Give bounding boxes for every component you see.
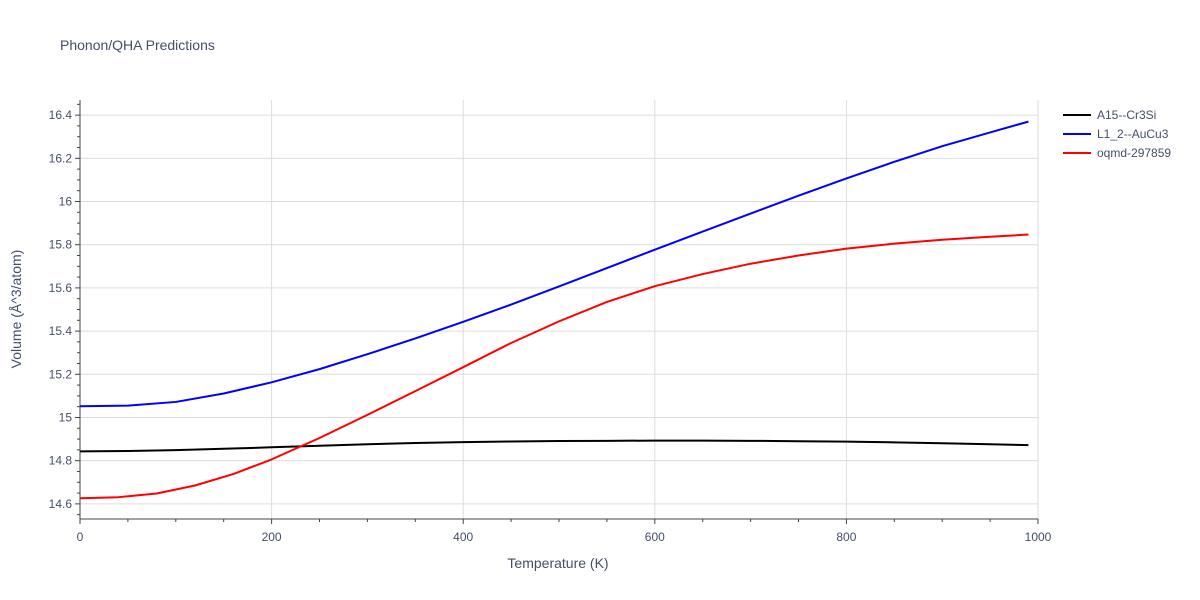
- x-tick-label: 800: [836, 530, 856, 544]
- y-axis-title: Volume (Å^3/atom): [8, 250, 24, 369]
- y-tick-label: 15.2: [49, 367, 73, 381]
- y-tick-label: 16: [59, 195, 73, 209]
- x-tick-label: 1000: [1025, 530, 1052, 544]
- axes: 0 200 400 600 800 1000 14.6 14.8 15 15.2 15.4 15.6 1…: [49, 100, 1052, 544]
- legend-item-0[interactable]: A15--Cr3Si: [1063, 108, 1156, 122]
- legend-label: oqmd-297859: [1097, 146, 1171, 160]
- x-tick-label: 400: [453, 530, 473, 544]
- x-tick-label: 200: [262, 530, 282, 544]
- series-line-0: [79, 439, 1029, 453]
- legend-label: L1_2--AuCu3: [1097, 127, 1169, 141]
- y-tick-label: 16.2: [49, 151, 73, 165]
- chart-title: Phonon/QHA Predictions: [60, 37, 215, 53]
- series-line-1: [79, 120, 1029, 408]
- y-tick-label: 15.4: [49, 324, 73, 338]
- grid-lines: [80, 100, 1039, 519]
- x-tick-label: 0: [77, 530, 84, 544]
- series-line-2: [79, 233, 1029, 500]
- y-tick-label: 15.6: [49, 281, 73, 295]
- y-tick-label: 14.6: [49, 497, 73, 511]
- y-tick-label: 14.8: [49, 454, 73, 468]
- legend-label: A15--Cr3Si: [1097, 108, 1156, 122]
- legend-item-1[interactable]: L1_2--AuCu3: [1063, 127, 1169, 141]
- y-tick-label: 16.4: [49, 108, 73, 122]
- x-tick-label: 600: [645, 530, 665, 544]
- x-axis-title: Temperature (K): [507, 555, 608, 571]
- y-tick-label: 15: [59, 410, 73, 424]
- legend-item-2[interactable]: oqmd-297859: [1063, 146, 1171, 160]
- y-tick-label: 15.8: [49, 238, 73, 252]
- legend[interactable]: A15--Cr3Si L1_2--AuCu3 oqmd-297859: [1063, 108, 1171, 160]
- plot-area: [79, 120, 1029, 500]
